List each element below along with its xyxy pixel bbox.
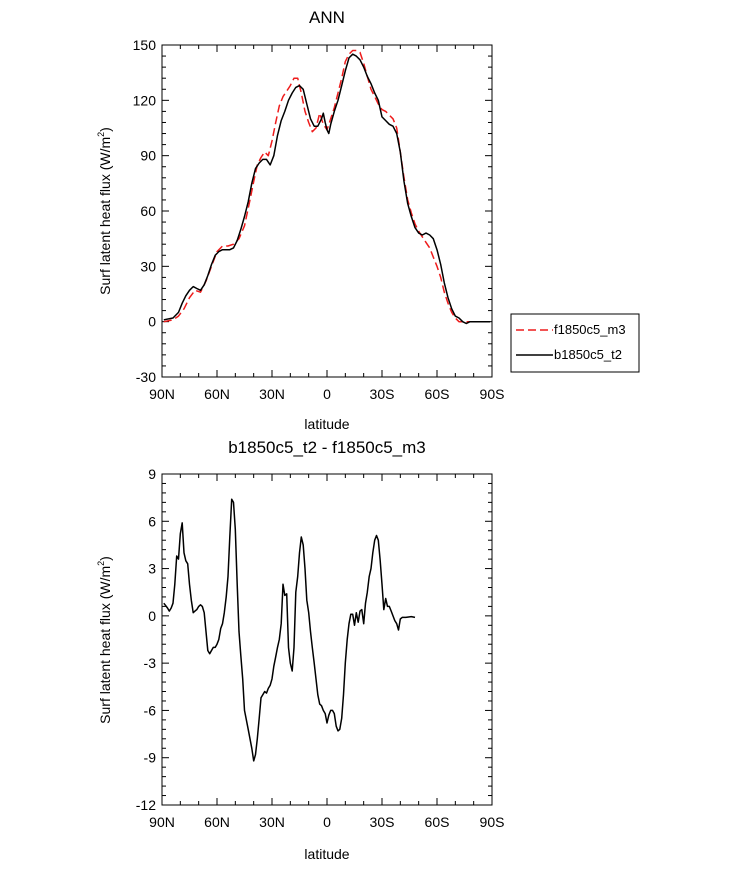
chart-title-ann: ANN — [309, 8, 345, 27]
y-tick-label: -30 — [136, 369, 156, 385]
y-tick-label: 3 — [148, 561, 156, 577]
chart-title-difference: b1850c5_t2 - f1850c5_m3 — [228, 438, 426, 457]
series-lines-bottom — [163, 498, 416, 762]
y-axis-label-top: Surf latent heat flux (W/m2) — [96, 127, 113, 295]
x-tick-label: 30N — [259, 386, 285, 402]
y-tick-label: 150 — [133, 37, 157, 53]
y-axis-label-bottom-end: ) — [97, 556, 113, 561]
y-axis-label-bottom-main: Surf latent heat flux (W/m — [97, 566, 113, 724]
x-tick-label: 90N — [149, 814, 175, 830]
series-line-b1850c5-t2 — [163, 53, 491, 325]
plot-frame-top — [161, 44, 493, 378]
x-tick-label: 60N — [204, 386, 230, 402]
y-tick-label: -6 — [144, 702, 157, 718]
y-axis-label-top-sup: 2 — [96, 132, 106, 137]
plot-frame-bottom — [161, 473, 493, 806]
x-tick-label: 30S — [370, 386, 395, 402]
x-axis-label-top: latitude — [304, 416, 349, 432]
x-tick-label: 90N — [149, 386, 175, 402]
x-tick-label: 90S — [480, 386, 505, 402]
y-tick-label: 90 — [140, 148, 156, 164]
y-axis-label-top-end: ) — [97, 127, 113, 132]
x-tick-label: 90S — [480, 814, 505, 830]
x-tick-label: 0 — [323, 386, 331, 402]
y-tick-label: 120 — [133, 92, 157, 108]
x-tick-label: 0 — [323, 814, 331, 830]
x-axis-label-bottom: latitude — [304, 846, 349, 862]
x-tick-label: 60N — [204, 814, 230, 830]
y-tick-label: -12 — [136, 797, 156, 813]
y-tick-label: 9 — [148, 466, 156, 482]
y-tick-label: -3 — [144, 655, 157, 671]
y-tick-label: 0 — [148, 314, 156, 330]
x-tick-label: 30N — [259, 814, 285, 830]
x-tick-label: 60S — [425, 386, 450, 402]
axes-top: 90N 60N 30N 0 30S 60S 90S -30 0 30 60 90 120 150 — [133, 37, 505, 402]
y-tick-label: 60 — [140, 203, 156, 219]
series-line-b1850c5-t2-f1850c5-m3 — [163, 498, 416, 762]
series-lines-top — [163, 49, 491, 325]
x-tick-label: 60S — [425, 814, 450, 830]
axes-bottom: 90N 60N 30N 0 30S 60S 90S -12 -9 -6 -3 0 3 6 9 — [136, 466, 505, 830]
legend-label-b1850c5-t2: b1850c5_t2 — [554, 347, 622, 362]
y-tick-label: -9 — [144, 750, 157, 766]
x-tick-label: 30S — [370, 814, 395, 830]
bottom-panel-difference: b1850c5_t2 - f1850c5_m3 90N 60N 30N 0 30S 60S… — [96, 438, 504, 862]
top-panel-ann: ANN 90N 60N 30N 0 30S 60S 90S-300306090120150 … — [96, 8, 640, 432]
legend-box — [510, 313, 640, 373]
y-tick-label: 6 — [148, 513, 156, 529]
y-tick-label: 0 — [148, 608, 156, 624]
y-axis-label-bottom: Surf latent heat flux (W/m2) — [96, 556, 113, 724]
legend: f1850c5_m3 b1850c5_t2 — [510, 313, 640, 373]
y-axis-label-bottom-sup: 2 — [96, 561, 106, 566]
y-axis-label-top-main: Surf latent heat flux (W/m — [97, 137, 113, 295]
series-line-f1850c5-m3 — [163, 49, 491, 323]
y-tick-label: 30 — [140, 258, 156, 274]
legend-label-f1850c5-m3: f1850c5_m3 — [554, 322, 626, 337]
